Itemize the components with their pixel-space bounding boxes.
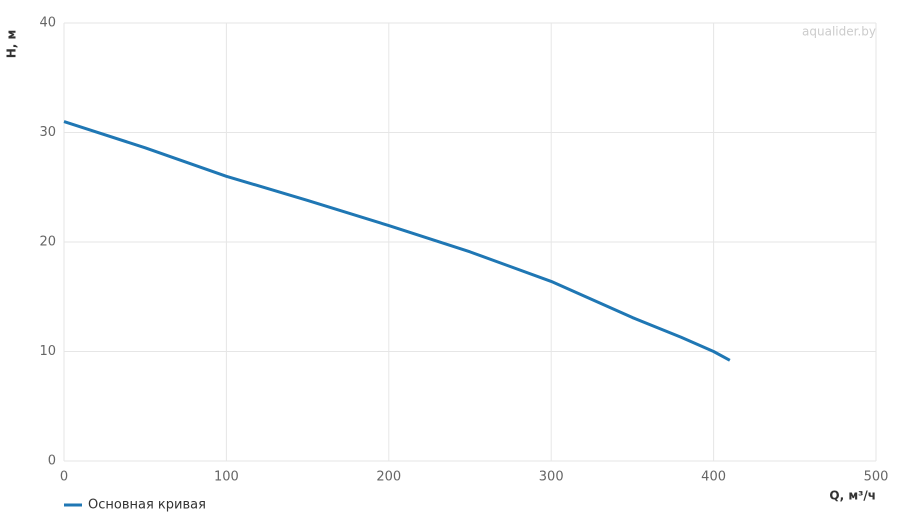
- y-tick-label: 20: [39, 235, 56, 250]
- x-tick-label: 400: [701, 470, 726, 485]
- x-tick-label: 300: [539, 470, 564, 485]
- x-tick-label: 0: [60, 470, 68, 485]
- x-tick-label: 200: [376, 470, 401, 485]
- x-tick-label: 100: [214, 470, 239, 485]
- watermark: aqualider.by: [802, 25, 876, 39]
- legend-label: Основная кривая: [88, 498, 206, 513]
- y-tick-label: 0: [48, 454, 56, 469]
- y-tick-label: 10: [39, 344, 56, 359]
- x-tick-label: 500: [864, 470, 889, 485]
- y-tick-label: 40: [39, 16, 56, 31]
- y-tick-label: 30: [39, 125, 56, 140]
- y-axis-label: H, м: [5, 30, 19, 59]
- x-axis-label: Q, м³/ч: [829, 489, 876, 503]
- line: [63, 120, 731, 362]
